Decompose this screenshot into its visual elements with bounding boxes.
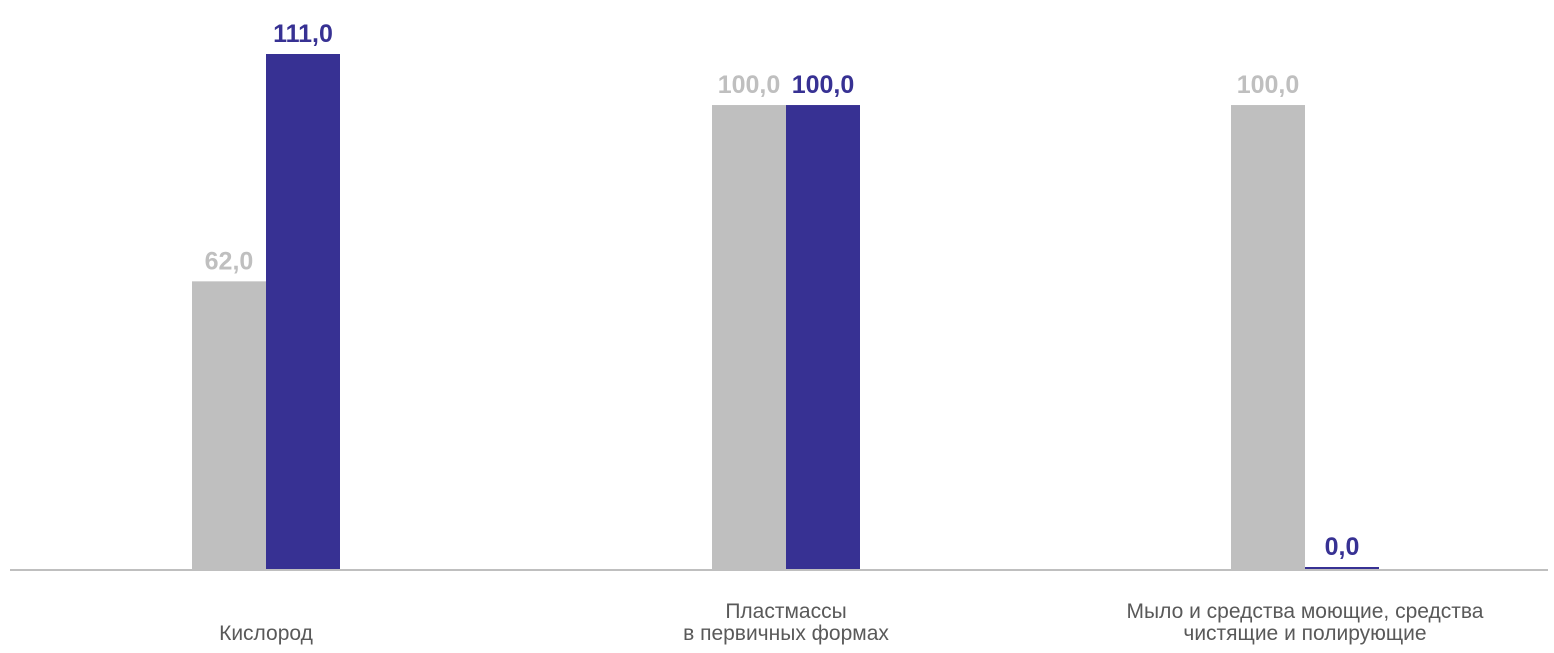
data-label-series-2-category-1: 111,0: [273, 20, 333, 48]
data-label-series-2-category-3: 0,0: [1325, 533, 1360, 561]
category-label-2-line-1: Пластмассы: [725, 600, 846, 623]
category-label-3-line-2: чистящие и полирующие: [1183, 622, 1426, 645]
bars-group: [192, 54, 1379, 569]
data-label-series-1-category-2: 100,0: [718, 71, 781, 99]
category-label-2-line-2: в первичных формах: [683, 622, 889, 645]
bar-series-2-category-1: [266, 54, 340, 569]
category-label-1-line-1: Кислород: [219, 622, 313, 645]
bar-series-1-category-3: [1231, 105, 1305, 569]
value-labels-group: 62,0 100,0 100,0 111,0 100,0 0,0: [205, 20, 1360, 561]
data-label-series-2-category-2: 100,0: [792, 71, 855, 99]
bar-series-2-category-3: [1305, 567, 1379, 569]
data-label-series-1-category-1: 62,0: [205, 247, 254, 275]
data-label-series-1-category-3: 100,0: [1237, 71, 1300, 99]
category-label-3-line-1: Мыло и средства моющие, средства: [1127, 600, 1484, 623]
bar-series-2-category-2: [786, 105, 860, 569]
bar-series-1-category-1: [192, 281, 266, 569]
bar-series-1-category-2: [712, 105, 786, 569]
